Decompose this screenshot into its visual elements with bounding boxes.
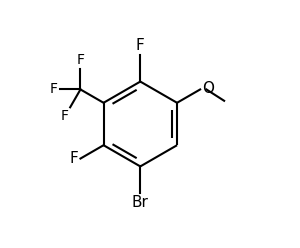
Text: F: F	[76, 53, 85, 67]
Text: Br: Br	[132, 195, 149, 210]
Text: F: F	[61, 109, 69, 123]
Text: F: F	[136, 38, 145, 53]
Text: F: F	[70, 151, 79, 166]
Text: F: F	[50, 82, 58, 96]
Text: O: O	[202, 81, 214, 96]
